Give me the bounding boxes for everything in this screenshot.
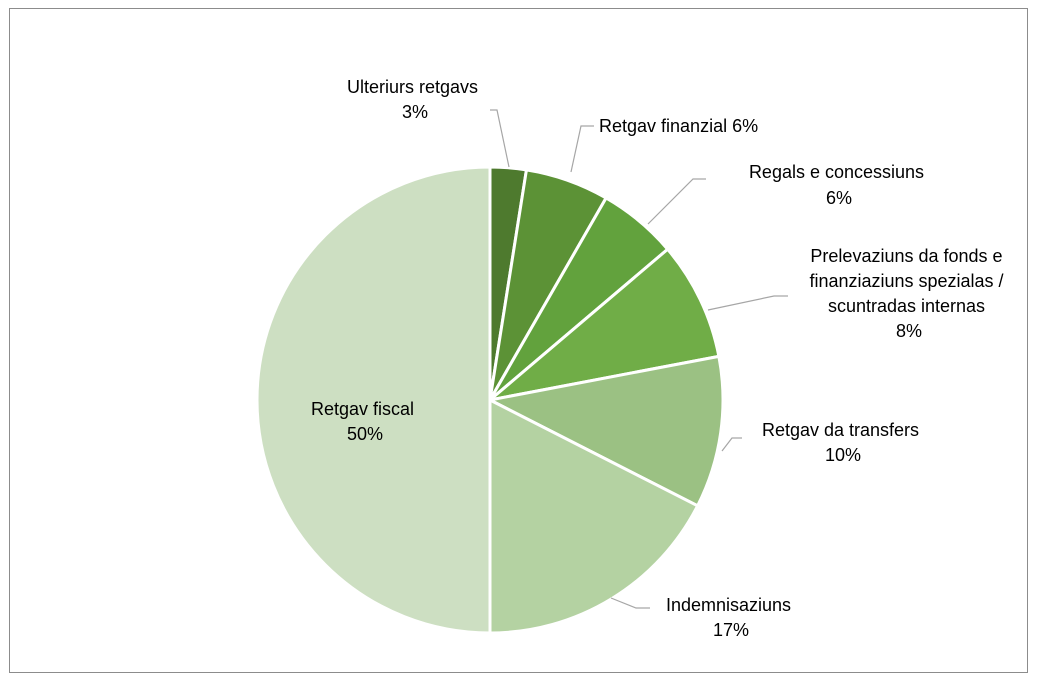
leader-line-ulteriurs bbox=[490, 109, 510, 168]
leader-line-prelevaziuns bbox=[707, 295, 788, 311]
label-transfers: Retgav da transfers 10% bbox=[762, 420, 924, 465]
pie-slice-6 bbox=[255, 165, 492, 635]
label-regals: Regals e concessiuns 6% bbox=[749, 162, 929, 208]
leader-line-transfers bbox=[721, 437, 742, 452]
label-retgav-fiscal: Retgav fiscal 50% bbox=[311, 399, 419, 444]
leader-line-regals bbox=[647, 178, 706, 225]
slice-labels: Ulteriurs retgavs 3% Retgav finanzial 6% … bbox=[311, 77, 1008, 640]
leader-line-indemnisaziuns bbox=[610, 597, 650, 609]
pie-slices bbox=[255, 165, 725, 635]
pie-slice-4 bbox=[485, 354, 725, 508]
leader-lines bbox=[490, 109, 788, 609]
label-finanzial: Retgav finanzial 6% bbox=[599, 116, 758, 136]
pie-slice-3 bbox=[484, 247, 721, 403]
leader-line-finanzial bbox=[570, 125, 594, 173]
label-prelevaziuns: Prelevaziuns da fonds e finanziaziuns sp… bbox=[809, 246, 1008, 341]
label-ulteriurs: Ulteriurs retgavs 3% bbox=[347, 77, 483, 122]
label-indemnisaziuns: Indemnisaziuns 17% bbox=[666, 595, 796, 640]
